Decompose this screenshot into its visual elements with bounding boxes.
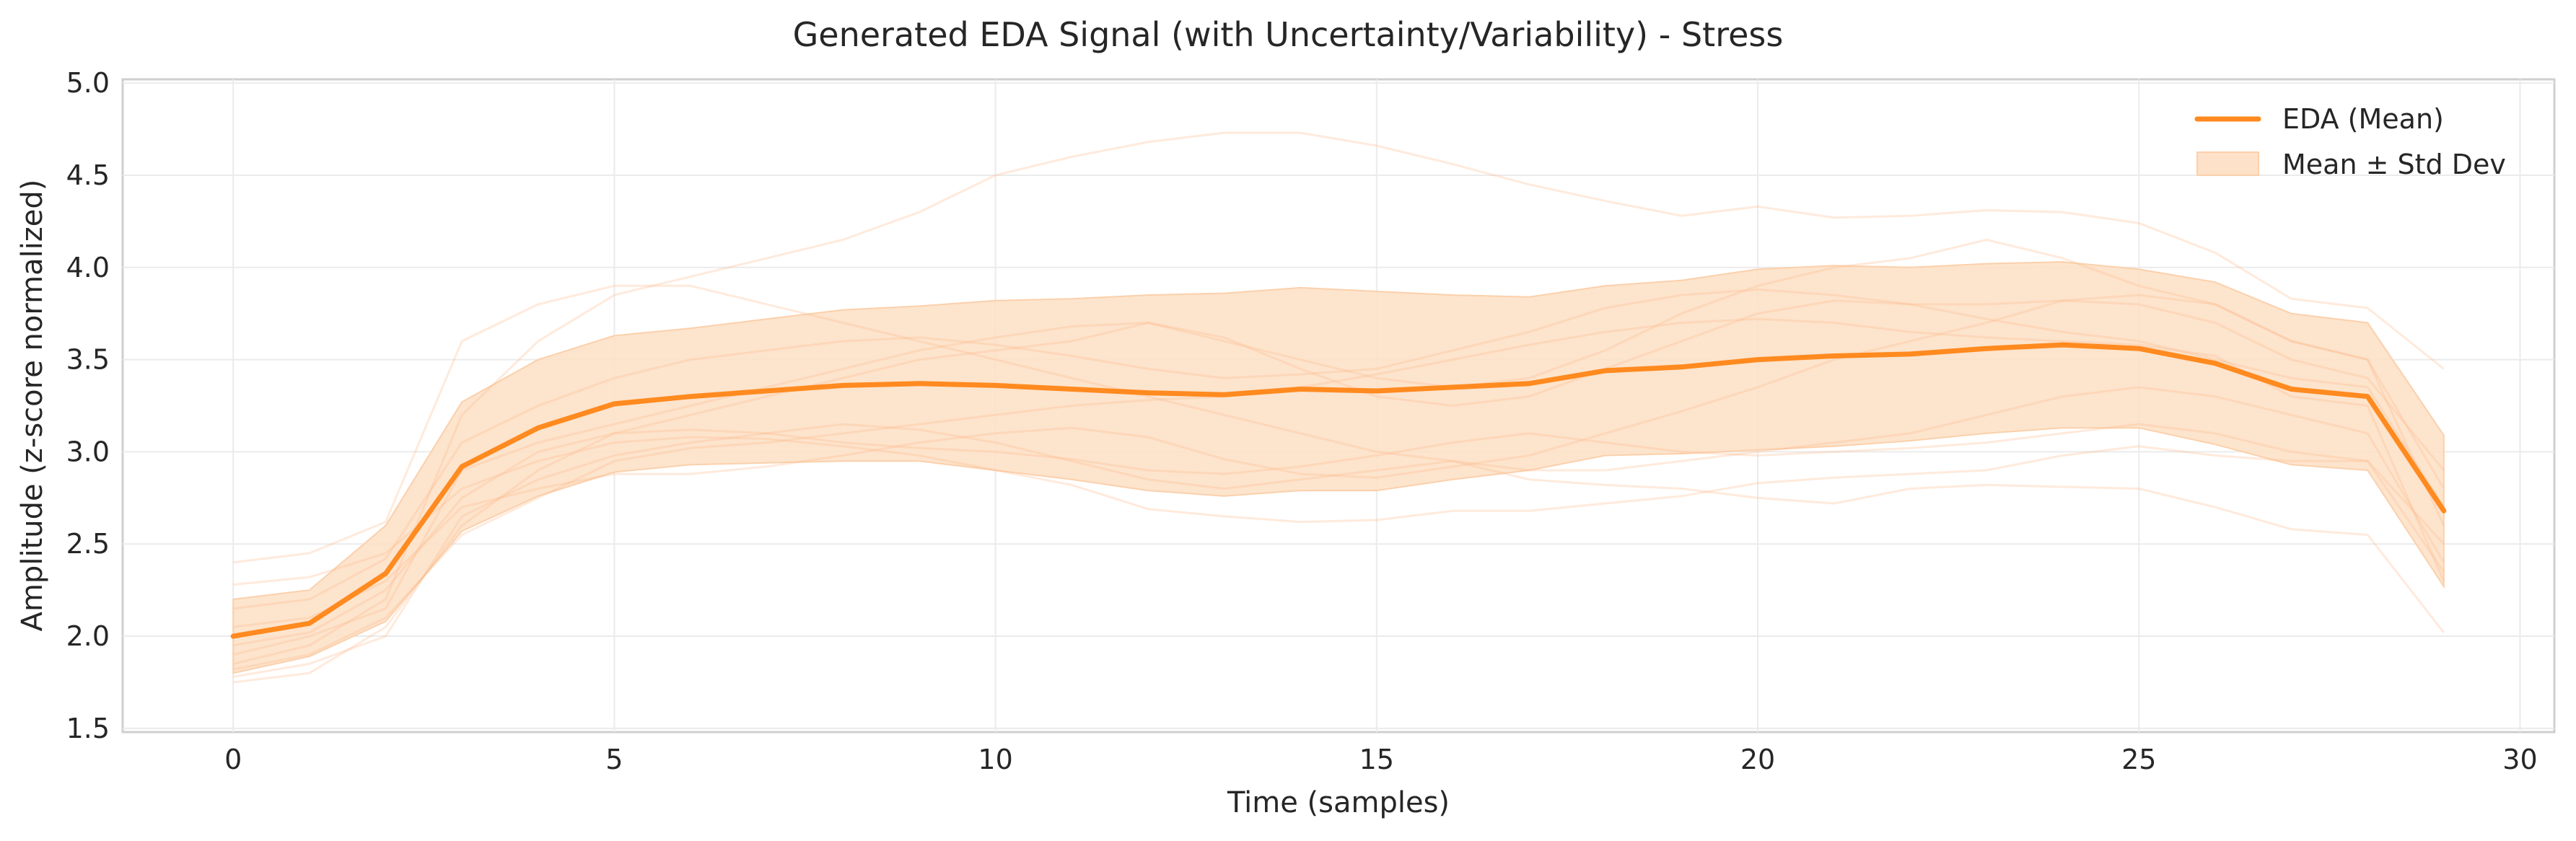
sample-trace <box>232 423 2445 678</box>
x-axis-label: Time (samples) <box>1227 786 1450 819</box>
sample-trace <box>232 131 2445 665</box>
sample-trace <box>232 299 2445 656</box>
legend-band-swatch <box>2196 151 2259 176</box>
sample-traces <box>232 131 2445 684</box>
y-tick-label: 4.5 <box>66 159 110 191</box>
sample-trace <box>232 317 2445 671</box>
x-tick-label: 10 <box>978 744 1012 775</box>
std-band-layer <box>232 261 2445 674</box>
y-tick-label: 2.5 <box>66 528 110 560</box>
x-tick-label: 25 <box>2121 744 2156 775</box>
x-tick-label: 0 <box>224 744 242 775</box>
y-tick-label: 3.0 <box>66 436 110 467</box>
y-axis-label: Amplitude (z-score normalized) <box>16 180 49 632</box>
y-tick-label: 3.5 <box>66 344 110 376</box>
sample-trace <box>233 436 2445 586</box>
mean-line-layer <box>230 342 2447 639</box>
legend-band-label: Mean ± Std Dev <box>2282 149 2506 180</box>
chart-title: Generated EDA Signal (with Uncertainty/V… <box>793 15 1784 54</box>
x-tick-label: 30 <box>2502 744 2537 775</box>
x-tick-label: 15 <box>1359 744 1394 775</box>
legend: EDA (Mean) Mean ± Std Dev <box>2194 103 2506 180</box>
std-dev-band <box>232 261 2445 674</box>
y-tick-label: 4.0 <box>66 252 110 283</box>
sample-trace <box>233 284 2445 564</box>
x-axis-ticks: 0 5 10 15 20 25 30 <box>224 744 2538 775</box>
y-tick-label: 5.0 <box>66 67 110 99</box>
y-axis-ticks: 1.5 2.0 2.5 3.0 3.5 4.0 4.5 5.0 <box>66 67 110 744</box>
eda-mean-line <box>230 342 2447 639</box>
sample-trace <box>233 238 2445 684</box>
y-tick-label: 2.0 <box>66 620 110 652</box>
legend-mean-label: EDA (Mean) <box>2282 103 2444 135</box>
x-tick-label: 20 <box>1740 744 1775 775</box>
sample-trace <box>233 288 2445 610</box>
sample-trace <box>232 423 2445 647</box>
x-tick-label: 5 <box>605 744 623 775</box>
sample-trace <box>233 294 2445 628</box>
y-tick-label: 1.5 <box>66 713 110 744</box>
